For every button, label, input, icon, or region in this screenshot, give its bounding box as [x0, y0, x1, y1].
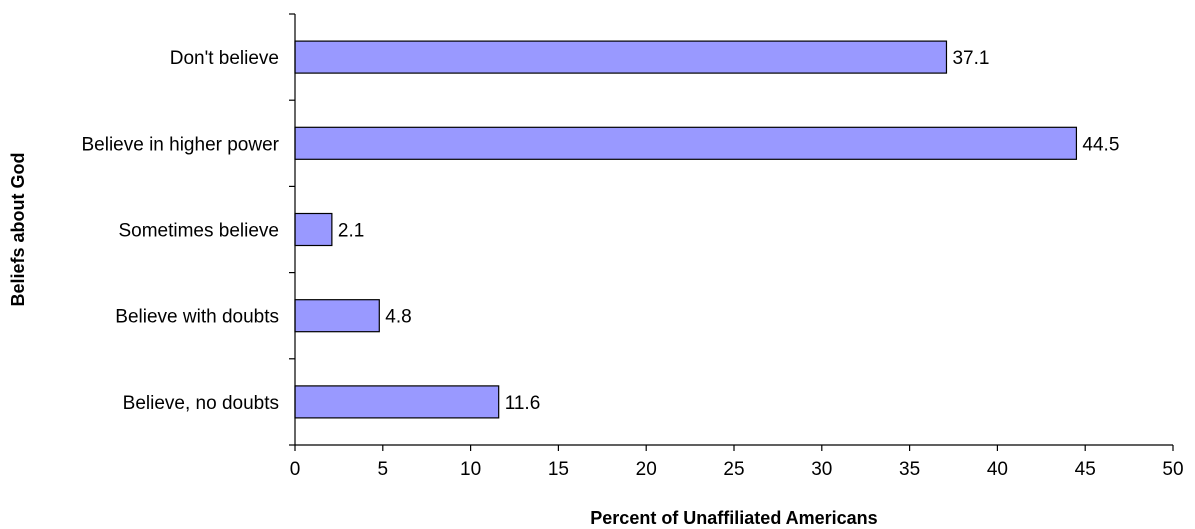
category-label: Believe with doubts — [115, 307, 279, 328]
data-label: 37.1 — [952, 48, 989, 69]
data-label: 11.6 — [505, 393, 541, 414]
category-labels-group: Don't believe Believe in higher power Some… — [81, 48, 279, 414]
bar — [294, 385, 500, 419]
bar — [294, 299, 380, 333]
x-ticks-group — [294, 445, 1174, 451]
x-tick-label: 40 — [987, 459, 1008, 480]
x-tick-label: 15 — [548, 459, 569, 480]
data-label: 4.8 — [385, 307, 411, 328]
y-axis-title: Beliefs about God — [8, 152, 28, 306]
x-tick-label: 20 — [636, 459, 657, 480]
x-tick-label: 50 — [1162, 459, 1183, 480]
x-tick-label: 35 — [899, 459, 920, 480]
category-label: Sometimes believe — [118, 221, 279, 242]
data-label: 2.1 — [338, 221, 364, 242]
x-tick-labels-group: 0 5 10 15 20 25 30 35 40 45 50 — [290, 459, 1184, 480]
bar — [294, 40, 948, 74]
x-tick-label: 0 — [290, 459, 301, 480]
bar — [294, 126, 1078, 160]
axes-group — [294, 14, 1173, 446]
data-label: 44.5 — [1082, 134, 1119, 155]
category-label: Don't believe — [170, 48, 279, 69]
bar — [294, 212, 333, 247]
category-label: Believe, no doubts — [123, 393, 279, 414]
x-tick-label: 30 — [811, 459, 832, 480]
bars-group — [294, 40, 1078, 419]
x-tick-label: 10 — [460, 459, 481, 480]
y-ticks-group — [289, 13, 295, 446]
x-axis-title: Percent of Unaffiliated Americans — [590, 508, 877, 528]
data-labels-group: 37.1 44.5 2.1 4.8 11.6 — [338, 48, 1120, 414]
category-label: Believe in higher power — [81, 134, 279, 155]
x-tick-label: 45 — [1075, 459, 1096, 480]
x-tick-label: 25 — [723, 459, 744, 480]
x-tick-label: 5 — [378, 459, 389, 480]
